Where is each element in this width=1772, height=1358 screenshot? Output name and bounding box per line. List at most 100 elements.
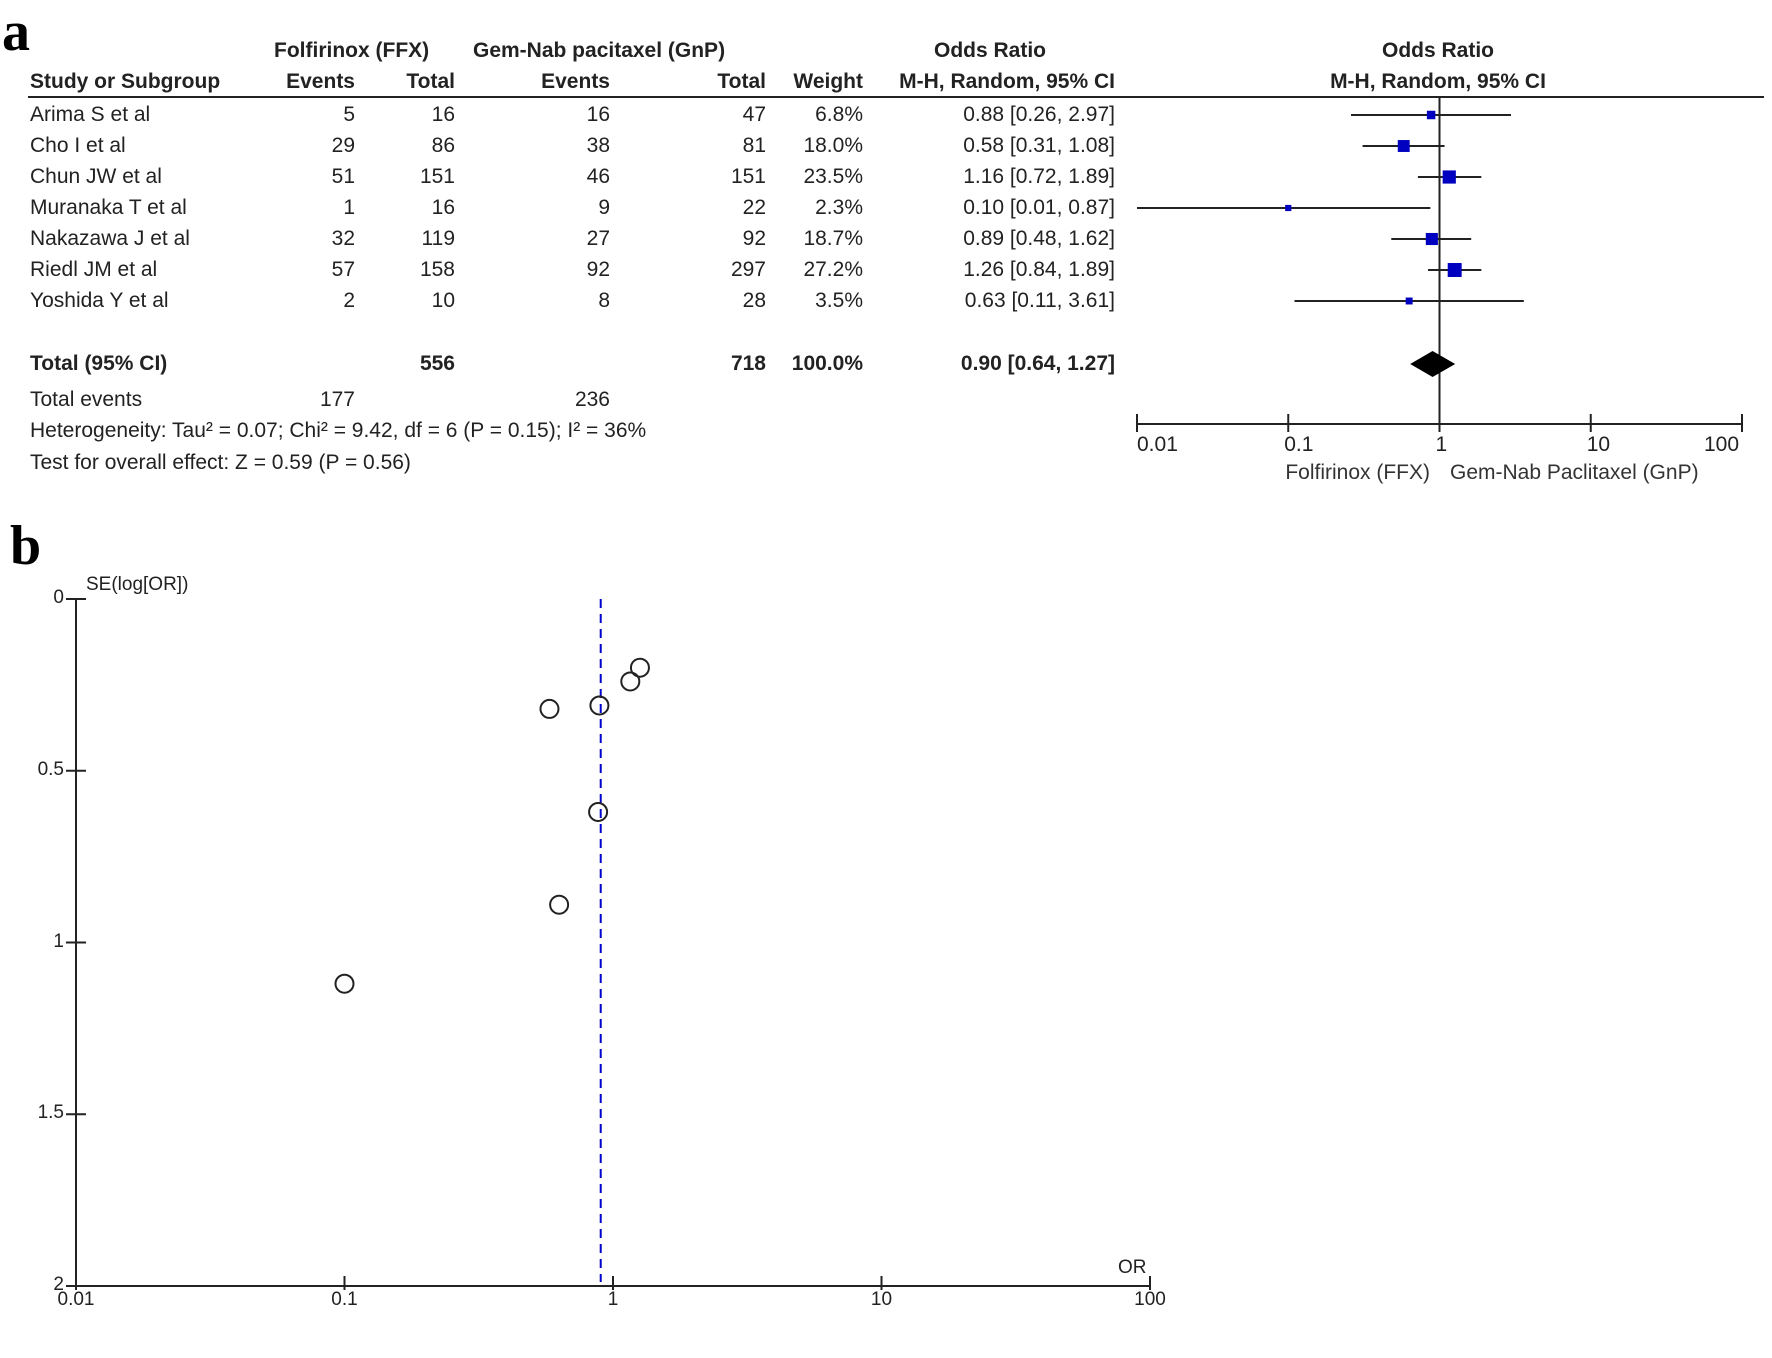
- forest-plot: [1136, 97, 1743, 432]
- row-weight: 23.5%: [803, 165, 863, 188]
- row-events2: 92: [586, 258, 610, 281]
- row-or-ci: 1.16 [0.72, 1.89]: [963, 165, 1115, 188]
- header-or-plot: Odds Ratio: [1381, 39, 1494, 62]
- row-events2: 46: [586, 165, 610, 188]
- funnel-ylabel: SE(log[OR]): [86, 574, 189, 595]
- pooled-diamond: [1410, 351, 1456, 377]
- header-weight: Weight: [793, 70, 863, 93]
- study-square: [1442, 170, 1456, 184]
- row-or-ci: 0.63 [0.11, 3.61]: [964, 289, 1115, 312]
- row-or-ci: 0.58 [0.31, 1.08]: [963, 134, 1115, 157]
- study-square: [1405, 297, 1413, 305]
- funnel-x-tick-label: 10: [870, 1289, 893, 1310]
- row-weight: 3.5%: [815, 289, 863, 312]
- row-study-name: Arima S et al: [30, 103, 151, 126]
- forest-tick-label: 0.01: [1137, 433, 1178, 456]
- funnel-x-tick-label: 100: [1134, 1289, 1166, 1310]
- study-point: [588, 801, 609, 822]
- row-events2: 9: [598, 196, 610, 219]
- row-total2: 92: [742, 227, 766, 250]
- total-events-e2: 236: [574, 388, 610, 411]
- total-weight: 100.0%: [791, 352, 863, 375]
- forest-tick-label: 100: [1704, 433, 1740, 456]
- row-weight: 18.7%: [803, 227, 863, 250]
- funnel-y-tick-label: 1.5: [37, 1102, 64, 1124]
- row-or-ci: 0.89 [0.48, 1.62]: [963, 227, 1115, 250]
- row-total1: 16: [431, 196, 455, 219]
- study-point: [549, 894, 570, 915]
- total-events-label: Total events: [30, 388, 143, 411]
- study-point: [629, 657, 650, 678]
- row-total1: 151: [419, 165, 455, 188]
- study-square: [1397, 140, 1410, 152]
- row-weight: 18.0%: [803, 134, 863, 157]
- row-total2: 22: [742, 196, 766, 219]
- row-total2: 28: [742, 289, 766, 312]
- row-events1: 51: [331, 165, 355, 188]
- row-events1: 57: [331, 258, 355, 281]
- row-study-name: Chun JW et al: [30, 165, 162, 188]
- funnel-y-tick-label: 1: [53, 930, 64, 952]
- header-events1: Events: [286, 70, 355, 93]
- row-study-name: Yoshida Y et al: [30, 289, 169, 312]
- row-total1: 119: [421, 227, 455, 250]
- row-weight: 27.2%: [803, 258, 863, 281]
- row-or-ci: 0.88 [0.26, 2.97]: [963, 103, 1115, 126]
- row-total2: 81: [742, 134, 766, 157]
- row-events1: 32: [331, 227, 355, 250]
- row-or-ci: 1.26 [0.84, 1.89]: [963, 258, 1115, 281]
- row-weight: 2.3%: [815, 196, 863, 219]
- header-group2: Gem-Nab pacitaxel (GnP): [473, 39, 726, 62]
- panel-a-label: a: [2, 1, 30, 63]
- row-study-name: Cho I et al: [30, 134, 126, 157]
- study-point: [589, 695, 610, 716]
- row-total2: 47: [742, 103, 766, 126]
- total-label: Total (95% CI): [30, 352, 168, 375]
- row-total2: 151: [730, 165, 766, 188]
- funnel-x-tick-label: 0.1: [331, 1289, 358, 1310]
- header-total2: Total: [717, 70, 766, 93]
- header-study: Study or Subgroup: [30, 70, 221, 93]
- study-square: [1447, 263, 1462, 277]
- header-total1: Total: [406, 70, 455, 93]
- row-or-ci: 0.10 [0.01, 0.87]: [963, 196, 1115, 219]
- row-events2: 38: [586, 134, 610, 157]
- total-t2: 718: [730, 352, 766, 375]
- funnel-y-tick-label: 0: [53, 587, 64, 608]
- row-events2: 16: [586, 103, 610, 126]
- study-square: [1426, 110, 1436, 120]
- row-events1: 2: [343, 289, 355, 312]
- forest-tick-label: 0.1: [1284, 433, 1314, 456]
- study-square: [1285, 204, 1292, 212]
- row-total1: 158: [419, 258, 455, 281]
- row-weight: 6.8%: [815, 103, 863, 126]
- study-point: [334, 973, 355, 994]
- panel-b-label: b: [10, 515, 42, 577]
- row-study-name: Muranaka T et al: [30, 196, 187, 219]
- funnel-x-tick-label: 0.01: [57, 1289, 95, 1310]
- row-events1: 5: [343, 103, 355, 126]
- row-study-name: Riedl JM et al: [30, 258, 158, 281]
- row-total1: 10: [431, 289, 455, 312]
- row-events1: 29: [331, 134, 355, 157]
- total-ci: 0.90 [0.64, 1.27]: [960, 352, 1115, 375]
- study-point: [539, 698, 560, 719]
- row-events2: 27: [586, 227, 610, 250]
- header-method-plot: M-H, Random, 95% CI: [1330, 70, 1546, 93]
- total-events-e1: 177: [319, 388, 355, 411]
- funnel-x-tick-label: 1: [607, 1289, 619, 1310]
- study-square: [1425, 232, 1438, 246]
- row-total1: 16: [431, 103, 455, 126]
- forest-tick-label: 10: [1586, 433, 1611, 456]
- funnel-xlabel: OR: [1118, 1257, 1147, 1278]
- funnel-y-tick-label: 0.5: [37, 758, 64, 780]
- row-study-name: Nakazawa J et al: [30, 227, 190, 250]
- header-events2: Events: [541, 70, 610, 93]
- row-events1: 1: [343, 196, 355, 219]
- funnel-plot: [66, 598, 1151, 1290]
- header-method-col: M-H, Random, 95% CI: [899, 70, 1115, 93]
- favours-right-label: Gem-Nab Paclitaxel (GnP): [1450, 461, 1699, 484]
- favours-left-label: Folfirinox (FFX): [1285, 461, 1430, 484]
- row-events2: 8: [598, 289, 610, 312]
